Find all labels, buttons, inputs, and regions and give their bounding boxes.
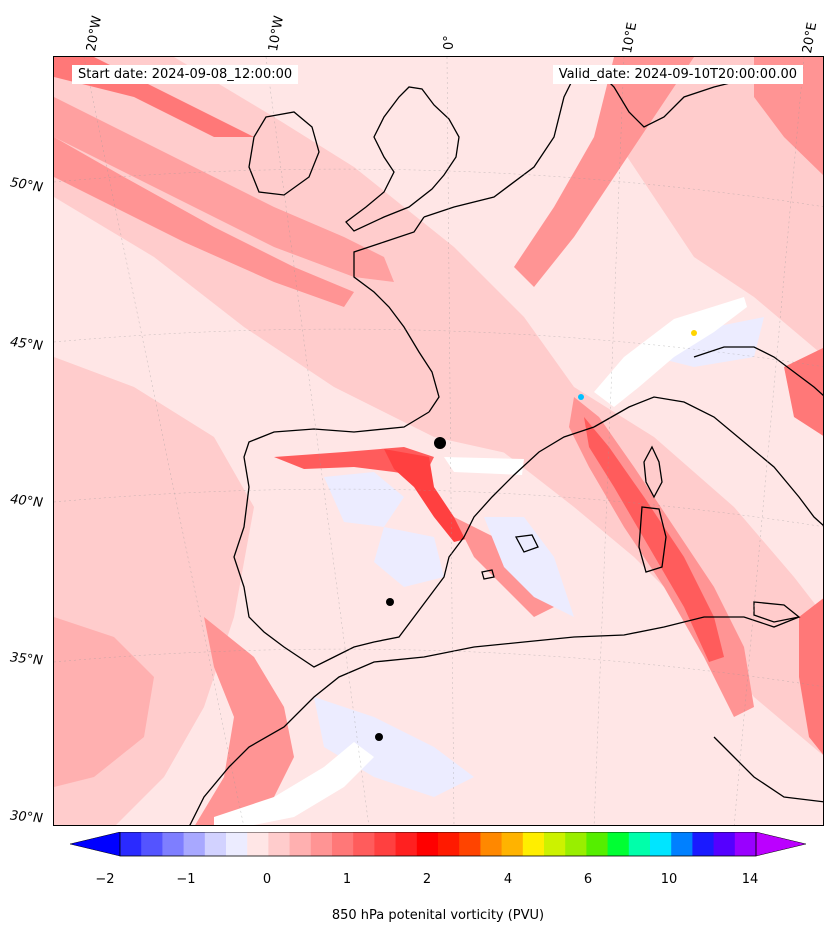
- colorbar-frame: [119, 832, 757, 857]
- colorbar-tick: 0: [262, 872, 272, 887]
- potential-vorticity-map: [54, 57, 823, 825]
- colorbar-segment: [501, 832, 524, 856]
- colorbar-tick: 2: [422, 872, 432, 887]
- colorbar-segment: [353, 832, 375, 856]
- valid-date-label: Valid_date: 2024-09-10T20:00:00.00: [552, 65, 803, 84]
- colorbar-segment: [734, 832, 757, 856]
- colorbar-segment: [650, 832, 672, 856]
- colorbar-tick: 4: [503, 872, 513, 887]
- colorbar-extend-min: [70, 832, 121, 857]
- colorbar-segment: [692, 832, 715, 856]
- colorbar-extend-max: [755, 832, 806, 857]
- colorbar-segment: [480, 832, 503, 856]
- colorbar-tick: 10: [660, 872, 678, 887]
- start-date-label: Start date: 2024-09-08_12:00:00: [72, 65, 299, 84]
- lat-label-50n: 50°N: [8, 175, 44, 196]
- colorbar-label: 850 hPa potenital vorticity (PVU): [331, 908, 545, 923]
- colorbar-tick: −1: [176, 872, 196, 887]
- colorbar-tick: 6: [583, 872, 593, 887]
- colorbar-segment: [586, 832, 609, 856]
- lat-label-45n: 45°N: [9, 334, 44, 355]
- colorbar-segment: [332, 832, 354, 856]
- lon-label-0: 0°: [442, 35, 457, 50]
- map-panel: Start date: 2024-09-08_12:00:00 Valid_da…: [53, 56, 824, 826]
- colorbar-segment: [459, 832, 481, 856]
- colorbar-segment: [607, 832, 630, 856]
- colorbar-segment: [628, 832, 651, 856]
- colorbar-tick: 14: [741, 872, 759, 887]
- colorbar-segment: [416, 832, 439, 856]
- colorbar-segment: [247, 832, 269, 856]
- colorbar-segment: [544, 832, 566, 856]
- lon-label-20e: 20°E: [800, 21, 821, 55]
- colorbar-segment: [374, 832, 397, 856]
- lat-label-40n: 40°N: [9, 492, 44, 511]
- lon-label-10e: 10°E: [620, 21, 641, 55]
- colorbar-segment: [162, 832, 185, 856]
- colorbar-segment: [289, 832, 312, 856]
- colorbar-segment: [395, 832, 418, 856]
- colorbar-segment: [565, 832, 587, 856]
- colorbar-tick: 1: [342, 872, 352, 887]
- colorbar-segment: [226, 832, 248, 856]
- colorbar-segment: [522, 832, 545, 856]
- colorbar: [70, 832, 806, 857]
- colorbar-segment: [310, 832, 333, 856]
- colorbar-tick: −2: [95, 872, 115, 887]
- colorbar-segment: [204, 832, 227, 856]
- colorbar-segment: [671, 832, 693, 856]
- lon-label-20w: 20°W: [84, 14, 106, 53]
- lat-label-35n: 35°N: [9, 650, 44, 669]
- colorbar-segment: [713, 832, 736, 856]
- colorbar-segment: [438, 832, 460, 856]
- colorbar-segment: [268, 832, 291, 856]
- colorbar-segment: [141, 832, 163, 856]
- lon-label-10w: 10°W: [266, 14, 288, 53]
- colorbar-segment: [183, 832, 206, 856]
- colorbar-segment: [120, 832, 142, 856]
- lat-label-30n: 30°N: [9, 808, 44, 827]
